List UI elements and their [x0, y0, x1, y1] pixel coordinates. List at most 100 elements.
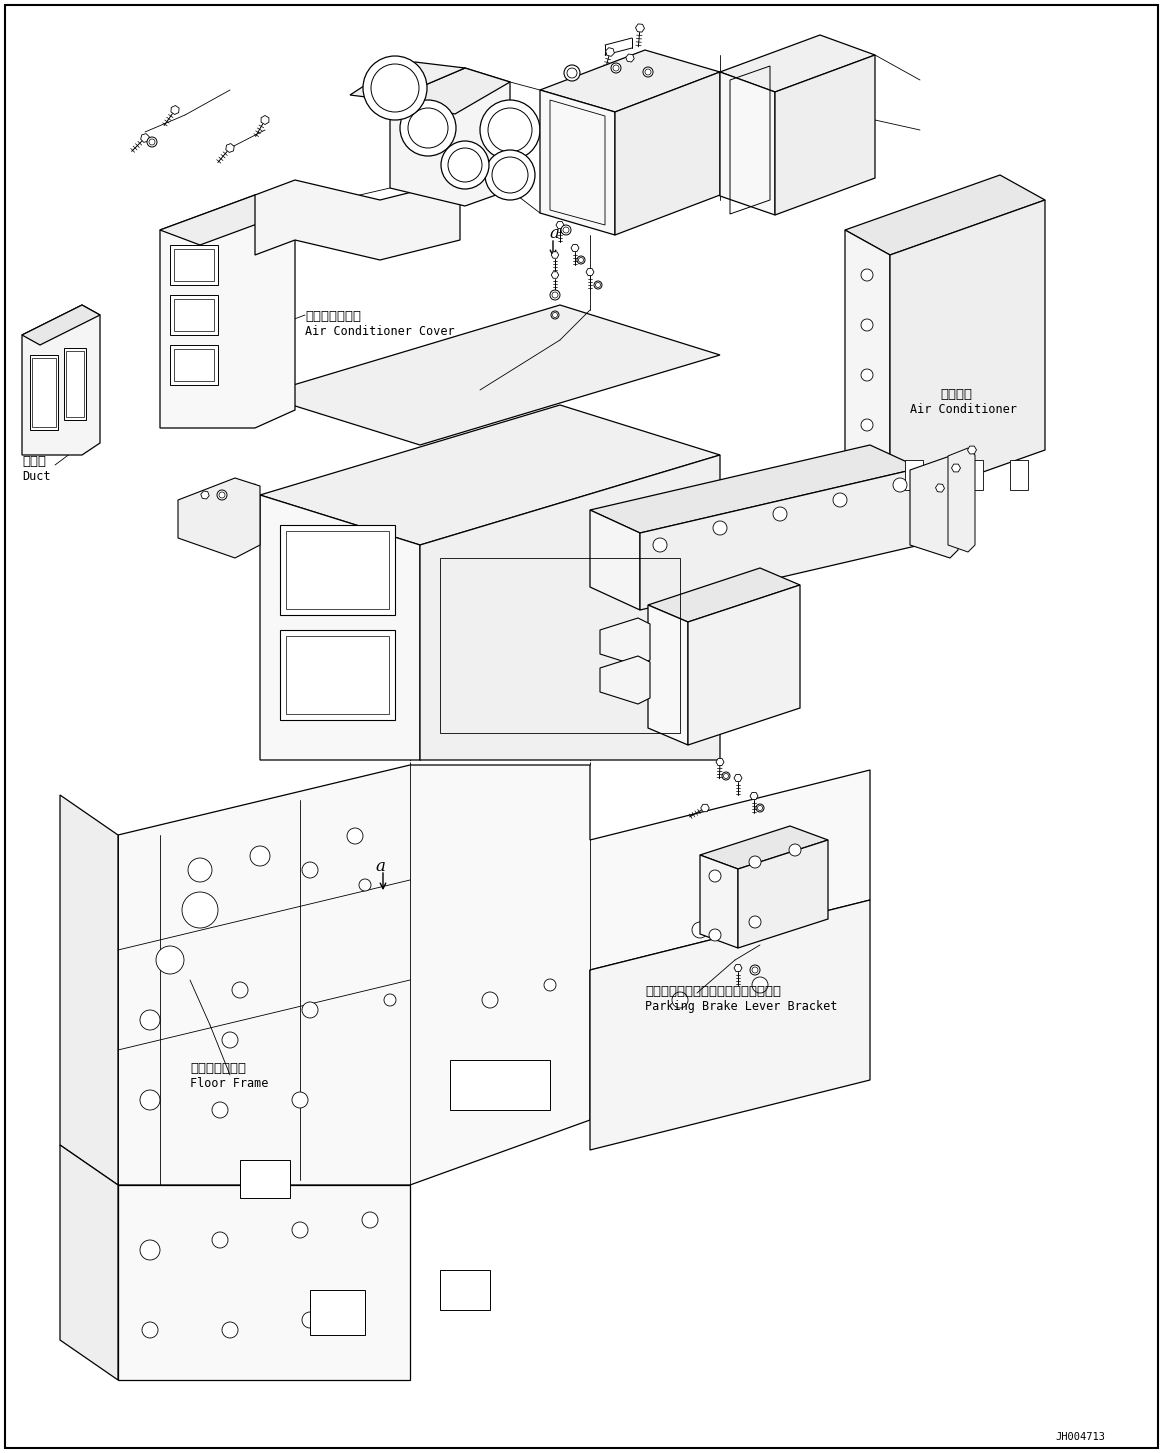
- Circle shape: [652, 538, 668, 552]
- Polygon shape: [551, 251, 558, 259]
- Circle shape: [752, 968, 758, 974]
- Polygon shape: [606, 48, 614, 57]
- Bar: [965, 461, 983, 490]
- Text: フロアフレーム: フロアフレーム: [190, 1062, 247, 1075]
- Polygon shape: [734, 774, 742, 782]
- Bar: [1009, 461, 1028, 490]
- Circle shape: [750, 965, 759, 975]
- Circle shape: [568, 68, 577, 78]
- Polygon shape: [890, 201, 1046, 506]
- Polygon shape: [390, 68, 511, 206]
- Polygon shape: [739, 840, 828, 947]
- Polygon shape: [951, 464, 961, 472]
- Bar: [286, 530, 388, 609]
- Circle shape: [645, 68, 651, 76]
- Polygon shape: [701, 805, 709, 812]
- Circle shape: [672, 992, 688, 1008]
- Polygon shape: [590, 510, 640, 610]
- Bar: [311, 1290, 365, 1335]
- Polygon shape: [160, 195, 295, 429]
- Polygon shape: [968, 446, 977, 453]
- Polygon shape: [540, 49, 720, 112]
- Polygon shape: [635, 23, 644, 32]
- Text: Air Conditioner Cover: Air Conditioner Cover: [305, 325, 455, 339]
- Circle shape: [595, 282, 600, 288]
- Circle shape: [861, 320, 873, 331]
- Bar: [440, 1270, 490, 1311]
- Circle shape: [222, 1322, 238, 1338]
- Circle shape: [441, 141, 488, 189]
- Circle shape: [749, 915, 761, 928]
- Circle shape: [713, 522, 727, 535]
- Polygon shape: [141, 134, 149, 142]
- Circle shape: [563, 227, 569, 232]
- Polygon shape: [734, 965, 742, 972]
- Circle shape: [231, 982, 248, 998]
- Bar: [440, 558, 680, 732]
- Circle shape: [578, 257, 584, 263]
- Circle shape: [302, 1003, 317, 1019]
- Circle shape: [371, 64, 419, 112]
- Polygon shape: [350, 62, 465, 100]
- Polygon shape: [615, 73, 720, 235]
- Polygon shape: [716, 758, 725, 766]
- Circle shape: [222, 1032, 238, 1048]
- Bar: [170, 295, 217, 336]
- Text: ダクト: ダクト: [22, 455, 47, 468]
- Circle shape: [551, 311, 559, 320]
- Circle shape: [552, 312, 557, 318]
- Bar: [905, 461, 923, 490]
- Polygon shape: [948, 448, 975, 552]
- Circle shape: [292, 1222, 308, 1238]
- Polygon shape: [171, 106, 179, 115]
- Polygon shape: [117, 1186, 411, 1380]
- Text: a: a: [549, 225, 559, 243]
- Circle shape: [250, 846, 270, 866]
- Circle shape: [789, 844, 801, 856]
- Circle shape: [188, 859, 212, 882]
- Text: JH004713: JH004713: [1055, 1433, 1105, 1441]
- Circle shape: [757, 805, 763, 811]
- Polygon shape: [261, 305, 720, 445]
- Circle shape: [861, 269, 873, 280]
- Circle shape: [577, 256, 585, 264]
- Polygon shape: [261, 495, 420, 760]
- Circle shape: [564, 65, 580, 81]
- Circle shape: [400, 100, 456, 155]
- Text: Floor Frame: Floor Frame: [190, 1077, 269, 1090]
- Circle shape: [480, 100, 540, 160]
- Text: a: a: [374, 859, 385, 875]
- Circle shape: [709, 928, 721, 942]
- Polygon shape: [648, 568, 800, 622]
- Polygon shape: [700, 825, 828, 869]
- Polygon shape: [420, 455, 720, 760]
- Bar: [280, 631, 395, 721]
- Polygon shape: [600, 618, 650, 665]
- Bar: [170, 246, 217, 285]
- Polygon shape: [626, 54, 634, 62]
- Bar: [450, 1061, 550, 1110]
- Circle shape: [149, 139, 155, 145]
- Bar: [30, 355, 58, 430]
- Circle shape: [861, 369, 873, 381]
- Circle shape: [448, 148, 481, 182]
- Circle shape: [692, 923, 708, 939]
- Bar: [170, 344, 217, 385]
- Circle shape: [217, 490, 227, 500]
- Circle shape: [408, 108, 448, 148]
- Polygon shape: [648, 604, 688, 745]
- Circle shape: [861, 418, 873, 432]
- Text: Parking Brake Lever Bracket: Parking Brake Lever Bracket: [645, 1000, 837, 1013]
- Polygon shape: [390, 68, 511, 113]
- Circle shape: [142, 1322, 158, 1338]
- Text: Air Conditioner: Air Conditioner: [909, 402, 1016, 416]
- Polygon shape: [590, 899, 870, 1149]
- Circle shape: [488, 108, 531, 153]
- Polygon shape: [846, 230, 890, 506]
- Circle shape: [302, 862, 317, 878]
- Circle shape: [552, 292, 558, 298]
- Circle shape: [550, 291, 561, 299]
- Bar: [286, 636, 388, 713]
- Circle shape: [709, 870, 721, 882]
- Bar: [33, 357, 56, 427]
